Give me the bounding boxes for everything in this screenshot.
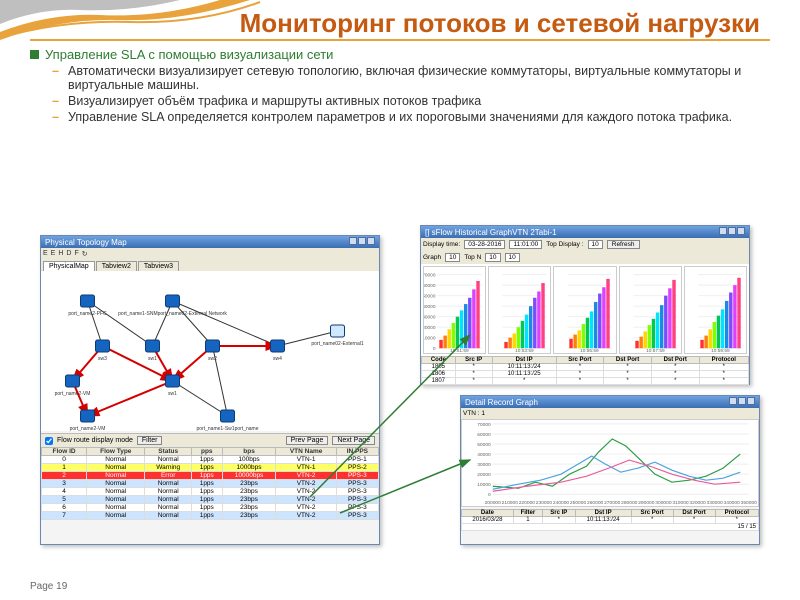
- bullet-item: Управление SLA определяется контролем па…: [68, 110, 770, 124]
- svg-text:30000: 30000: [477, 462, 491, 468]
- svg-text:port_name2-PFC: port_name2-PFC: [68, 311, 107, 317]
- topology-tabs[interactable]: PhysicalMap Tabview2 Tabview3: [41, 260, 379, 271]
- svg-text:240000: 240000: [553, 500, 570, 506]
- svg-text:340000: 340000: [724, 500, 741, 506]
- svg-text:10000: 10000: [477, 482, 491, 488]
- flowmode-label: Flow route display mode: [57, 437, 133, 444]
- svg-text:270000: 270000: [604, 500, 621, 506]
- next-page-button[interactable]: Next Page: [332, 436, 375, 445]
- svg-text:280000: 280000: [621, 500, 638, 506]
- vtn-label: VTN : 1: [463, 410, 485, 417]
- linechart-window: Detail Record Graph VTN : 1 0 10000 20000 3…: [460, 395, 760, 545]
- svg-text:10:53:59: 10:53:59: [515, 348, 534, 353]
- svg-text:sw4: sw4: [273, 356, 282, 362]
- filter-button[interactable]: Filter: [137, 436, 163, 445]
- svg-text:sw1: sw1: [148, 356, 157, 362]
- linechart-title: Detail Record Graph: [465, 398, 538, 407]
- svg-text:20000: 20000: [424, 325, 436, 331]
- svg-text:10:59:59: 10:59:59: [711, 348, 730, 353]
- page-number: Page 19: [30, 581, 67, 592]
- barchart-controls2: Graph 10 Top N 10 10: [421, 251, 749, 264]
- svg-text:port_name02-External1: port_name02-External1: [311, 341, 363, 347]
- svg-text:250000: 250000: [570, 500, 587, 506]
- topology-map[interactable]: port_name2-PFC port_name1-SNMport_name02-…: [41, 271, 379, 431]
- svg-text:10:51:59: 10:51:59: [450, 348, 469, 353]
- svg-text:port_name1-Sw1port_name: port_name1-Sw1port_name: [197, 426, 259, 431]
- barchart-panels: 0 10000 20000 30000 40000 50000 60000 70000 10:5…: [421, 264, 749, 356]
- bullet-item: Автоматически визуализирует сетевую топо…: [68, 64, 770, 92]
- svg-text:350000: 350000: [741, 500, 758, 506]
- svg-text:310000: 310000: [672, 500, 689, 506]
- barchart-title: [] sFlow Historical GraphVTN 2Tabi-1: [425, 228, 557, 237]
- tab-physicalmap[interactable]: PhysicalMap: [43, 261, 95, 271]
- lead-bullet-square: [30, 50, 39, 59]
- window-buttons[interactable]: [348, 237, 375, 247]
- svg-text:port_name2-VM: port_name2-VM: [70, 426, 106, 431]
- svg-text:260000: 260000: [587, 500, 604, 506]
- svg-text:sw3: sw3: [98, 356, 107, 362]
- barchart-titlebar[interactable]: [] sFlow Historical GraphVTN 2Tabi-1: [421, 226, 749, 238]
- lead-line: Управление SLA с помощью визуализации се…: [30, 47, 770, 62]
- svg-text:sw2: sw2: [208, 356, 217, 362]
- flow-mode-bar: Flow route display mode Filter Prev Page…: [41, 433, 379, 447]
- topology-titlebar[interactable]: Physical Topology Map: [41, 236, 379, 248]
- linechart-footer-table[interactable]: DateFilterSrc IPDst IPSrc PortDst PortPr…: [461, 509, 759, 531]
- svg-text:60000: 60000: [477, 432, 491, 438]
- bullet-item: Визуализирует объём трафика и маршруты а…: [68, 94, 770, 108]
- svg-text:20000: 20000: [477, 472, 491, 478]
- bullet-list: Автоматически визуализирует сетевую топо…: [30, 64, 770, 124]
- topology-title: Physical Topology Map: [45, 238, 127, 247]
- prev-page-button[interactable]: Prev Page: [286, 436, 329, 445]
- svg-text:290000: 290000: [638, 500, 655, 506]
- topology-toolbar[interactable]: EE HD F↻: [41, 248, 379, 260]
- svg-text:230000: 230000: [536, 500, 553, 506]
- linechart-controls: VTN : 1: [461, 408, 759, 419]
- svg-text:220000: 220000: [519, 500, 536, 506]
- svg-text:port_name2-VM: port_name2-VM: [55, 391, 91, 397]
- svg-text:70000: 70000: [477, 422, 491, 428]
- svg-text:0: 0: [433, 346, 436, 352]
- svg-text:70000: 70000: [424, 273, 436, 279]
- flows-table[interactable]: Flow IDFlow TypeStatusppsbpsVTN NameIN P…: [41, 447, 379, 520]
- slide-title: Мониторинг потоков и сетевой нагрузки: [30, 8, 770, 41]
- svg-text:40000: 40000: [477, 452, 491, 458]
- stats-table[interactable]: CodeSrc IPDst IPSrc PortDst PortDst Port…: [421, 356, 749, 385]
- svg-text:320000: 320000: [689, 500, 706, 506]
- linechart-canvas[interactable]: 0 10000 20000 30000 40000 50000 60000 70000 2000…: [461, 419, 759, 507]
- svg-text:50000: 50000: [424, 294, 436, 300]
- linechart-titlebar[interactable]: Detail Record Graph: [461, 396, 759, 408]
- svg-text:200000: 200000: [485, 500, 502, 506]
- refresh-button[interactable]: Refresh: [607, 240, 640, 249]
- topn-input[interactable]: 10: [588, 240, 603, 249]
- svg-text:10:55:59: 10:55:59: [581, 348, 600, 353]
- window-buttons[interactable]: [728, 397, 755, 407]
- svg-text:0: 0: [488, 492, 491, 498]
- flowmode-checkbox[interactable]: [45, 437, 53, 445]
- date-input[interactable]: 03-28-2016: [464, 240, 505, 249]
- svg-text:sw1: sw1: [168, 391, 177, 397]
- svg-text:60000: 60000: [424, 283, 436, 289]
- svg-text:50000: 50000: [477, 442, 491, 448]
- svg-text:port_name1-SNMport_name02-Exte: port_name1-SNMport_name02-External Netwo…: [118, 311, 227, 317]
- tab-view3[interactable]: Tabview3: [138, 261, 179, 271]
- tab-view2[interactable]: Tabview2: [96, 261, 137, 271]
- lead-text: Управление SLA с помощью визуализации се…: [45, 47, 333, 62]
- time-input[interactable]: 11:01:00: [509, 240, 542, 249]
- window-buttons[interactable]: [718, 227, 745, 237]
- svg-text:40000: 40000: [424, 304, 436, 310]
- svg-text:30000: 30000: [424, 315, 436, 321]
- barchart-window: [] sFlow Historical GraphVTN 2Tabi-1 Dis…: [420, 225, 750, 385]
- topology-window: Physical Topology Map EE HD F↻ PhysicalM…: [40, 235, 380, 545]
- svg-text:10000: 10000: [424, 336, 436, 342]
- svg-text:300000: 300000: [655, 500, 672, 506]
- svg-text:10:57:59: 10:57:59: [646, 348, 665, 353]
- svg-text:210000: 210000: [502, 500, 519, 506]
- svg-text:330000: 330000: [706, 500, 723, 506]
- barchart-controls: Display time: 03-28-2016 11:01:00 Top Di…: [421, 238, 749, 251]
